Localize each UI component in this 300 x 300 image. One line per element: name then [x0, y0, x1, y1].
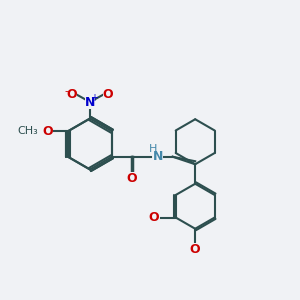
Text: N: N — [85, 95, 95, 109]
Text: O: O — [148, 211, 159, 224]
Text: -: - — [65, 86, 69, 96]
Text: O: O — [42, 125, 53, 138]
Text: O: O — [67, 88, 77, 101]
Text: O: O — [126, 172, 137, 185]
Text: O: O — [103, 88, 113, 101]
Text: +: + — [90, 93, 98, 103]
Text: H: H — [148, 144, 157, 154]
Text: N: N — [153, 150, 163, 163]
Text: CH₃: CH₃ — [17, 126, 38, 136]
Text: O: O — [190, 243, 200, 256]
